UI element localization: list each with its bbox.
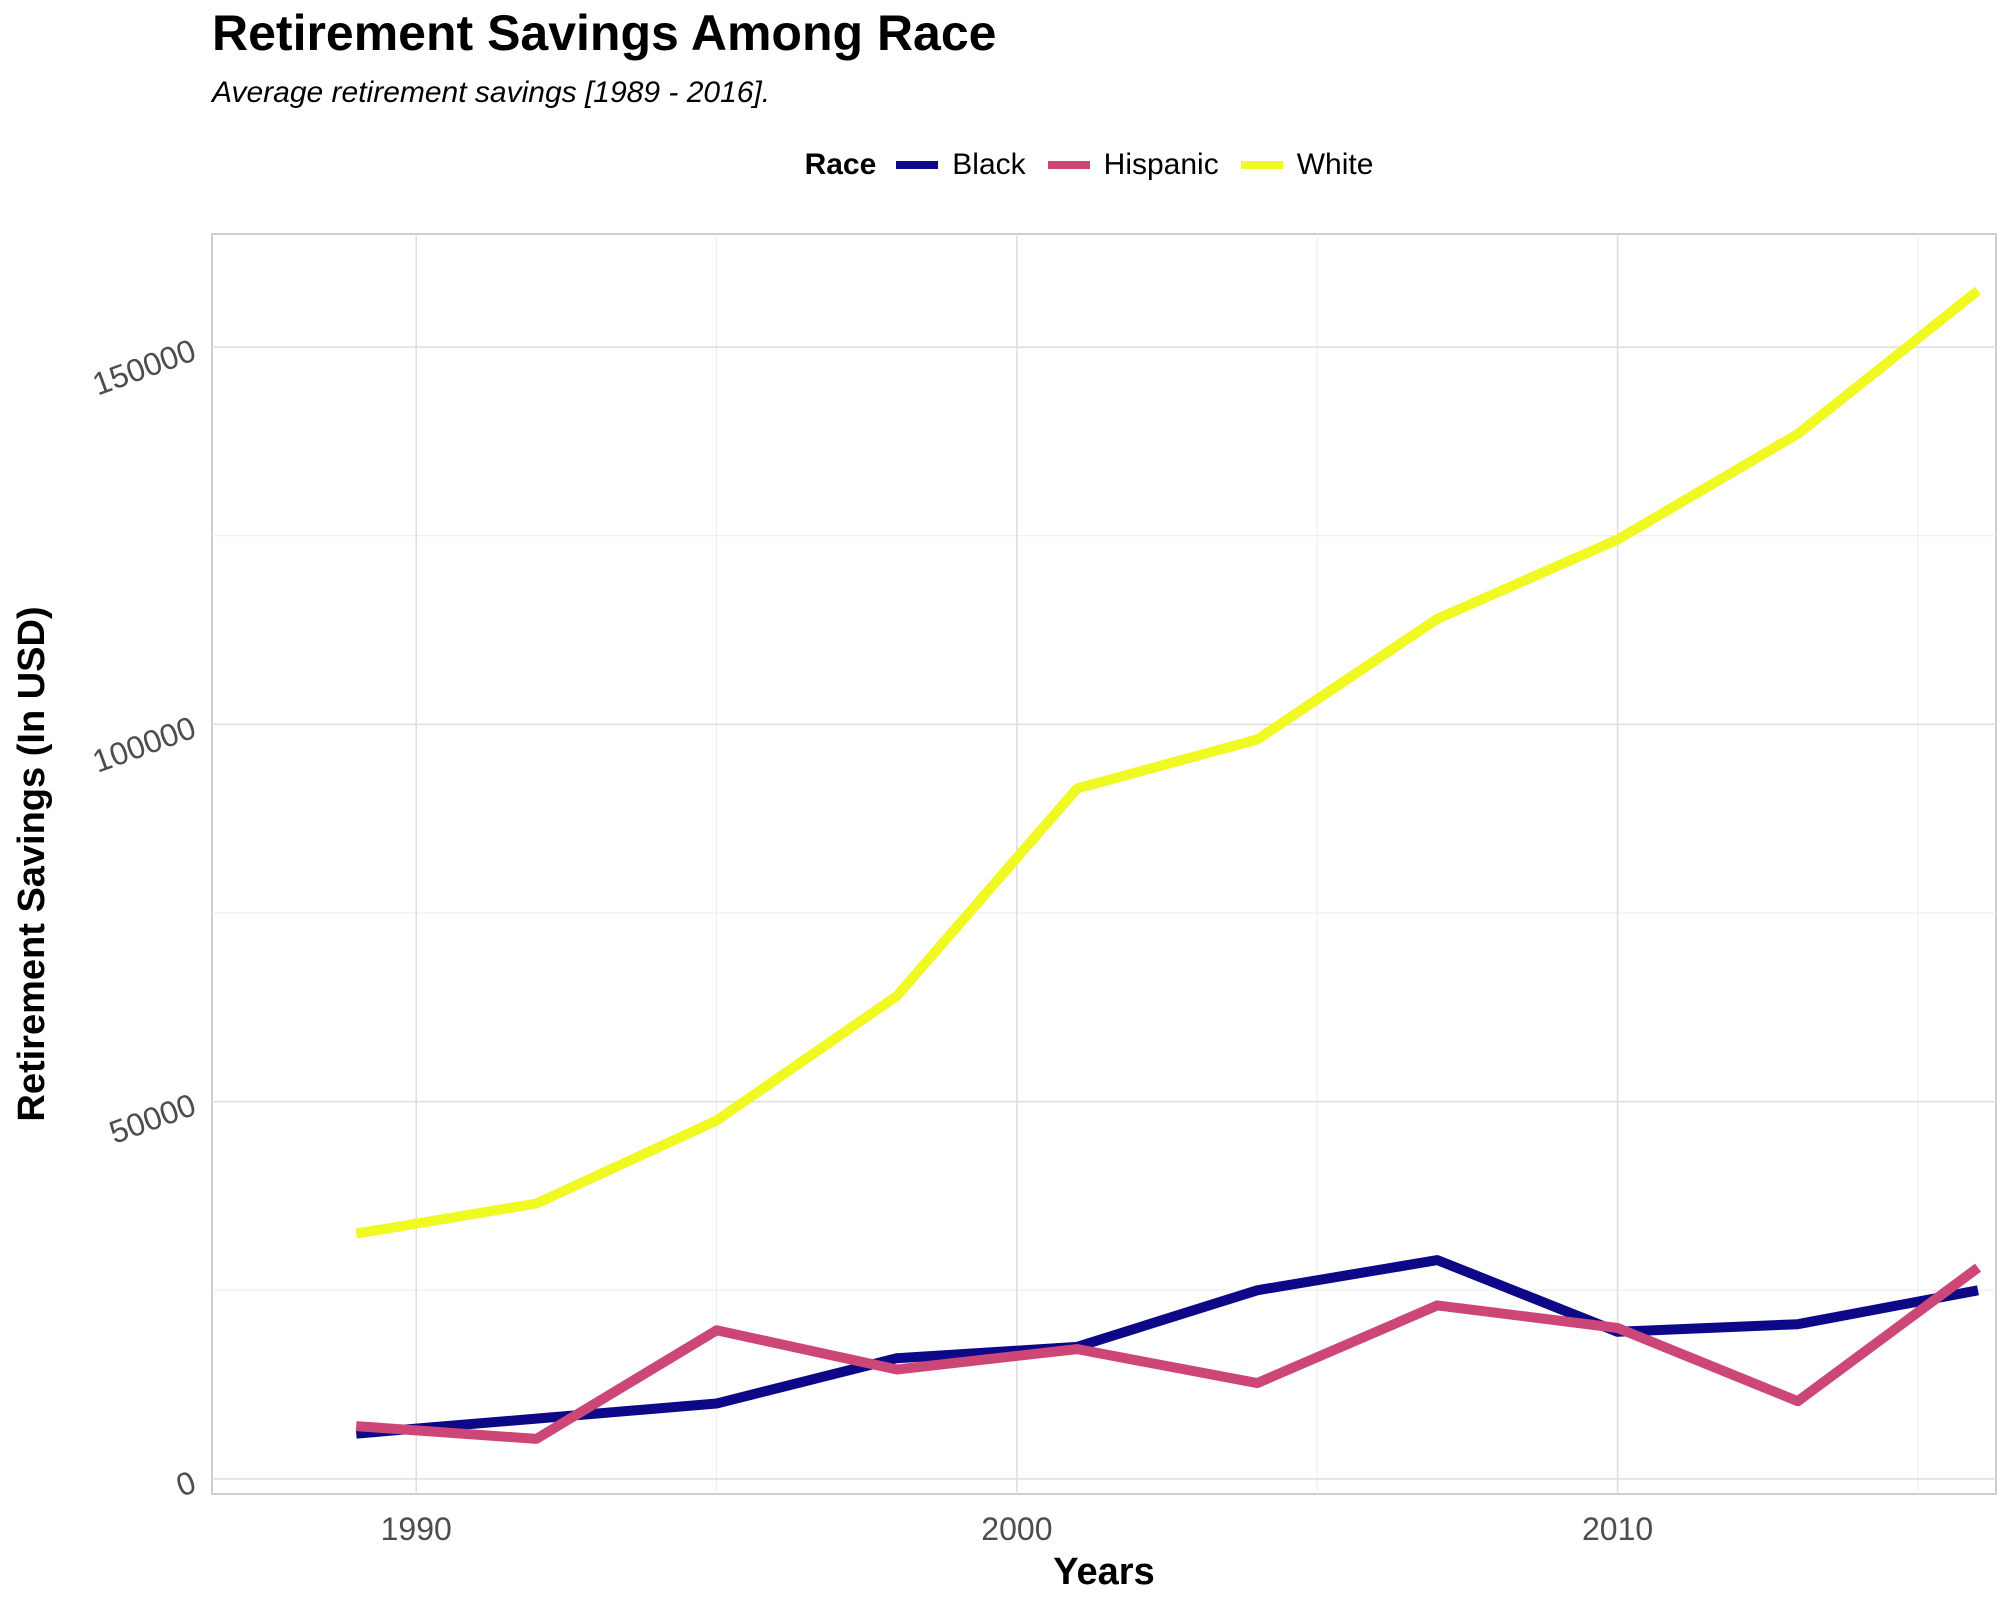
- legend: Race Black Hispanic White: [0, 148, 2000, 182]
- series-line-black: [355, 1255, 1979, 1439]
- legend-key-white: [1240, 161, 1283, 169]
- series-line-white: [355, 286, 1982, 1239]
- y-tick-label: 150000: [88, 332, 201, 402]
- x-tick-label: 2000: [981, 1511, 1052, 1547]
- x-axis-tick-labels: 1990 2000 2010: [381, 1511, 1654, 1547]
- legend-key-black: [896, 161, 939, 169]
- y-axis-label: Retirement Savings (In USD): [11, 606, 53, 1121]
- y-axis-tick-labels: 0 50000 100000 150000: [88, 332, 201, 1504]
- legend-title: Race: [804, 148, 877, 181]
- legend-item-hispanic: Hispanic: [1047, 148, 1219, 182]
- chart-subtitle: Average retirement savings [1989 - 2016]…: [212, 76, 771, 109]
- series-lines: [355, 286, 1982, 1444]
- series-line-hispanic: [355, 1263, 1981, 1444]
- x-axis-label: Years: [1053, 1551, 1154, 1593]
- legend-item-white: White: [1240, 148, 1374, 182]
- legend-label-white: White: [1296, 148, 1374, 181]
- y-tick-label: 50000: [104, 1086, 200, 1150]
- legend-label-black: Black: [952, 148, 1026, 181]
- y-tick-label: 100000: [88, 709, 201, 779]
- x-tick-label: 2010: [1582, 1511, 1653, 1547]
- legend-key-hispanic: [1047, 161, 1090, 169]
- x-tick-label: 1990: [381, 1511, 452, 1547]
- legend-item-black: Black: [896, 148, 1026, 182]
- plot-panel: [211, 233, 1997, 1495]
- chart-title: Retirement Savings Among Race: [212, 5, 997, 61]
- legend-label-hispanic: Hispanic: [1103, 148, 1219, 181]
- minor-gridlines: [212, 234, 1996, 1494]
- y-tick-label: 0: [171, 1464, 200, 1504]
